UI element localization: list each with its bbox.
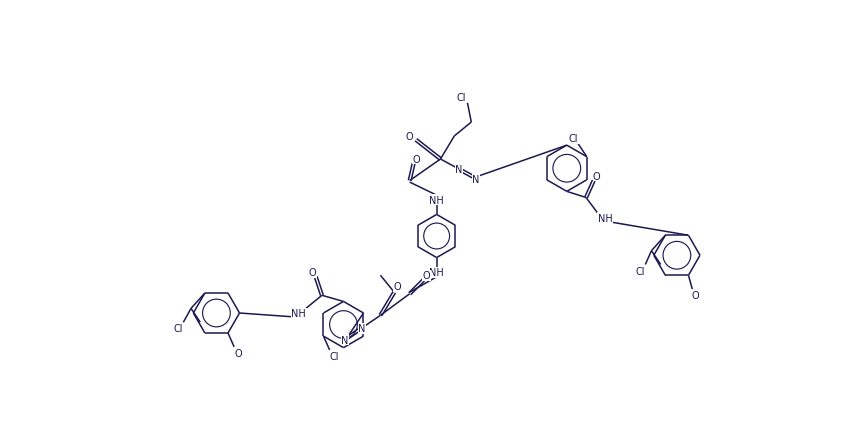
Text: O: O (235, 348, 243, 358)
Text: NH: NH (291, 308, 306, 318)
Text: O: O (423, 271, 430, 281)
Text: O: O (406, 132, 413, 141)
Text: N: N (472, 174, 480, 184)
Text: Cl: Cl (636, 266, 646, 276)
Text: Cl: Cl (457, 92, 466, 102)
Text: O: O (412, 155, 420, 164)
Text: Cl: Cl (569, 134, 579, 144)
Text: O: O (394, 281, 401, 291)
Text: N: N (455, 164, 463, 174)
Text: O: O (309, 268, 316, 278)
Text: NH: NH (598, 213, 613, 223)
Text: Cl: Cl (330, 351, 339, 361)
Text: O: O (692, 291, 699, 301)
Text: NH: NH (429, 268, 444, 278)
Text: Cl: Cl (174, 324, 183, 334)
Text: N: N (359, 324, 366, 334)
Text: N: N (342, 335, 348, 345)
Text: O: O (593, 171, 601, 181)
Text: NH: NH (429, 195, 444, 205)
